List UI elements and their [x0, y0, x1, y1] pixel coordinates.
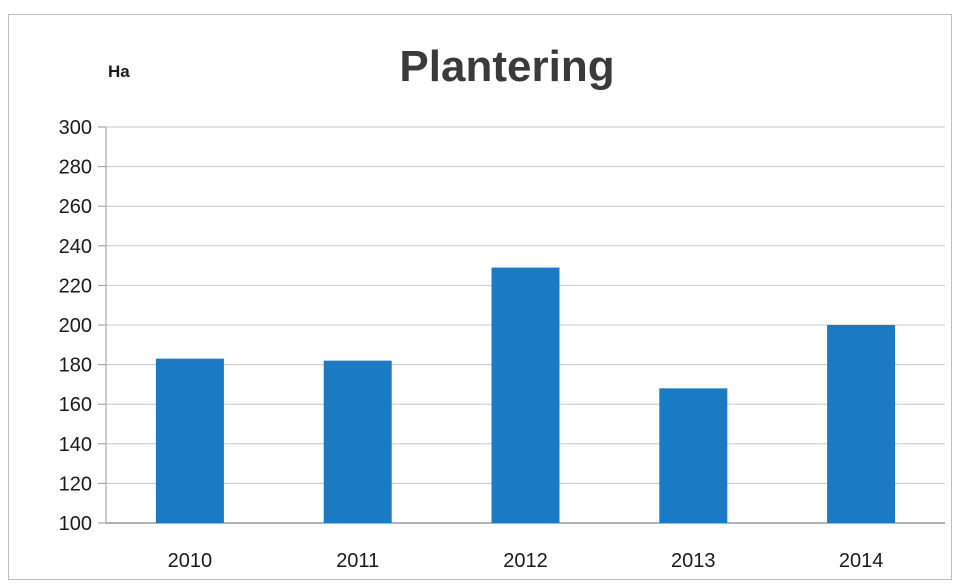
x-tick-label: 2011: [336, 550, 379, 572]
y-tick-label: 200: [59, 315, 92, 337]
y-tick-label: 300: [59, 117, 92, 139]
y-tick-label: 120: [59, 473, 92, 495]
y-tick-label: 160: [59, 394, 92, 416]
y-axis-unit-label: Ha: [108, 62, 130, 81]
bar-2012: [491, 267, 560, 523]
x-tick-label: 2014: [839, 550, 884, 572]
x-tick-label: 2012: [503, 550, 548, 572]
x-axis-ticks: 2010 2011 2012 2013 2014: [168, 550, 884, 572]
y-axis-ticks: 100 120 140 160 180 200 220 240 260 280 300: [59, 117, 107, 535]
x-tick-label: 2013: [671, 550, 716, 572]
bar-2014: [827, 325, 896, 523]
bars: [155, 267, 896, 523]
y-tick-label: 240: [59, 236, 92, 258]
y-tick-label: 220: [59, 275, 92, 297]
y-tick-label: 180: [59, 355, 92, 377]
y-tick-label: 260: [59, 196, 92, 218]
bar-2013: [659, 388, 728, 523]
bar-2010: [155, 358, 224, 523]
chart-title: Plantering: [399, 42, 615, 91]
x-tick-label: 2010: [168, 550, 213, 572]
y-tick-label: 140: [59, 434, 92, 456]
y-tick-label: 100: [59, 513, 92, 535]
bar-2011: [323, 360, 392, 523]
y-tick-label: 280: [59, 157, 92, 179]
